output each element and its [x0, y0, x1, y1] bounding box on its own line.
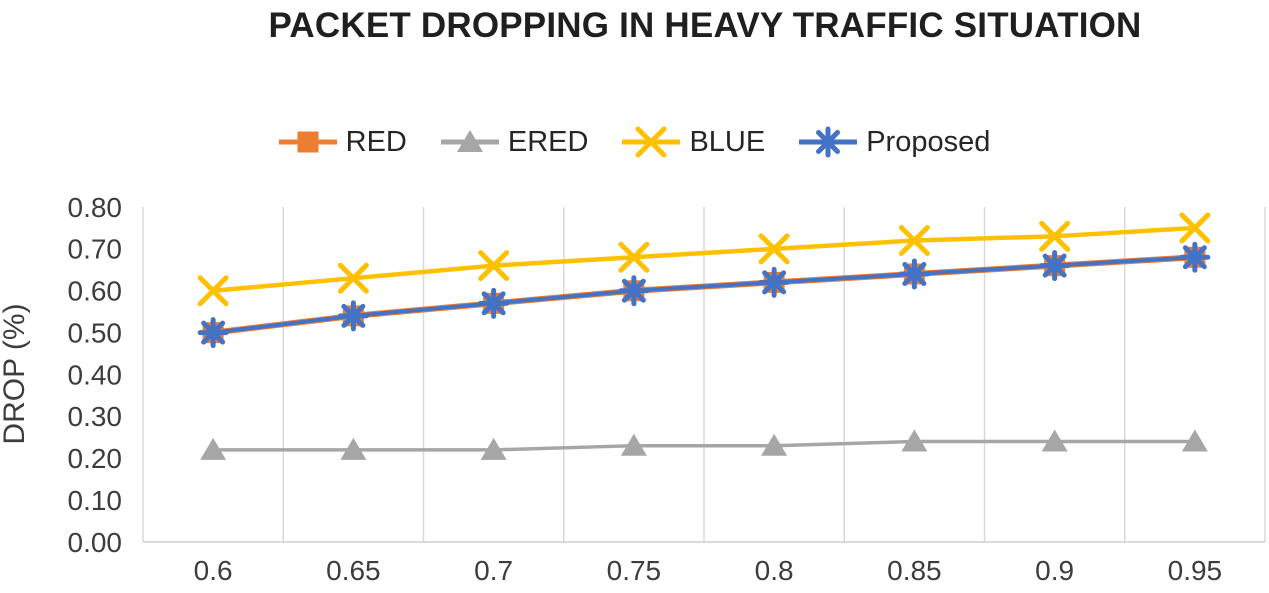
legend-label: ERED: [507, 125, 589, 158]
x-tick-label: 0.7: [474, 555, 513, 586]
x-marker: [1039, 220, 1071, 252]
asterisk-marker: [197, 317, 229, 349]
triangle-marker: [200, 437, 227, 460]
y-tick-label: 0.10: [68, 485, 123, 516]
legend-label: RED: [345, 125, 407, 158]
x-marker: [337, 262, 369, 294]
x-tick-label: 0.65: [326, 555, 381, 586]
x-marker: [197, 275, 229, 307]
series-line: [212, 225, 1196, 293]
triangle-marker: [1041, 429, 1068, 452]
asterisk-marker: [812, 126, 844, 158]
asterisk-marker: [1179, 241, 1211, 273]
triangle-legend-marker: [440, 130, 499, 152]
x-marker: [1179, 212, 1211, 244]
asterisk-marker: [758, 266, 790, 298]
triangle-marker: [340, 437, 367, 460]
asterisk-marker: [337, 300, 369, 332]
y-tick-label: 0.80: [68, 192, 123, 223]
triangle-marker: [456, 130, 483, 152]
y-tick-label: 0.70: [68, 234, 123, 265]
x-legend-marker: [622, 126, 681, 158]
x-marker: [898, 225, 930, 256]
x-marker: [758, 233, 790, 265]
x-tick-label: 0.9: [1035, 555, 1074, 586]
legend-item-proposed: Proposed: [799, 125, 990, 159]
series-proposed: [197, 241, 1211, 349]
triangle-marker: [761, 433, 788, 456]
triangle-marker: [480, 437, 507, 460]
x-tick-label: 0.95: [1168, 555, 1223, 586]
asterisk-marker: [1039, 250, 1071, 282]
x-tick-label: 0.75: [607, 555, 662, 586]
y-tick-label: 0.50: [68, 317, 123, 348]
chart-title: PACKET DROPPING IN HEAVY TRAFFIC SITUATI…: [268, 6, 1142, 45]
legend-item-ered: ERED: [440, 125, 589, 159]
y-tick-label: 0.30: [68, 401, 123, 432]
y-tick-label: 0.00: [68, 527, 123, 558]
legend: RED ERED BLUE Proposed: [0, 116, 1269, 168]
x-marker: [478, 250, 510, 282]
legend-label: BLUE: [689, 125, 766, 158]
series-line: [212, 255, 1195, 335]
x-marker: [635, 126, 667, 158]
series-lines: [197, 212, 1211, 460]
triangle-marker: [1181, 429, 1208, 452]
series-blue: [197, 212, 1211, 307]
asterisk-marker: [618, 275, 650, 307]
x-tick-label: 0.8: [755, 555, 794, 586]
y-tick-label: 0.60: [68, 276, 123, 307]
legend-label: Proposed: [866, 125, 991, 158]
triangle-marker: [620, 433, 647, 456]
legend-item-red: RED: [278, 125, 407, 159]
y-tick-label: 0.20: [68, 443, 123, 474]
x-tick-label: 0.6: [194, 555, 233, 586]
y-axis-title: DROP (%): [0, 303, 31, 444]
y-tick-label: 0.40: [68, 359, 123, 390]
square-marker: [297, 131, 319, 153]
asterisk-legend-marker: [799, 126, 858, 158]
x-marker: [618, 241, 650, 273]
gridlines: [142, 207, 1266, 543]
x-tick-label: 0.85: [887, 555, 942, 586]
series-ered: [200, 429, 1208, 460]
series-line: [213, 439, 1195, 452]
square-legend-marker: [278, 131, 337, 153]
triangle-marker: [901, 429, 928, 452]
axis-tick-labels: 0.00 0.10 0.20 0.30 0.40 0.50 0.60 0.70 0.80 0.6 0…: [68, 192, 1223, 586]
asterisk-marker: [898, 258, 930, 290]
asterisk-marker: [478, 287, 510, 319]
legend-item-blue: BLUE: [622, 125, 765, 159]
